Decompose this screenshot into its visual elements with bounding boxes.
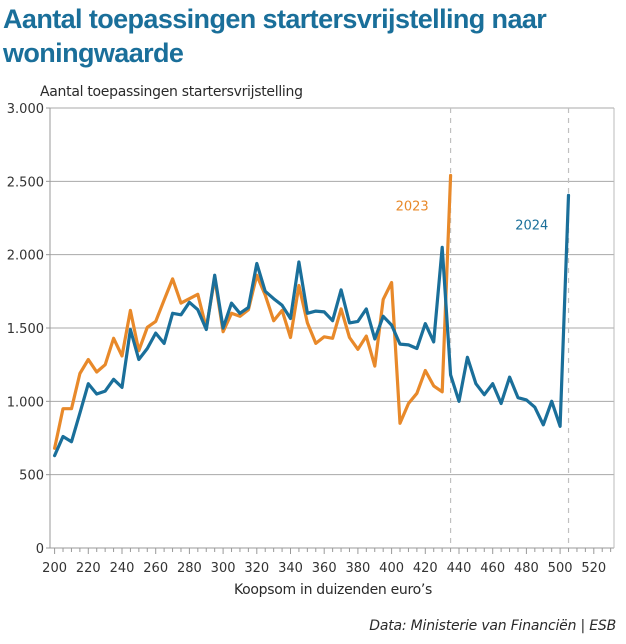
y-axis-label: Aantal toepassingen startersvrijstelling [40,84,303,100]
x-tick-label: 440 [447,561,472,576]
x-tick-label: 220 [76,561,101,576]
y-tick-label: 2.500 [7,175,44,190]
y-tick-label: 500 [19,469,44,484]
x-tick-label: 520 [581,561,606,576]
y-tick-label: 0 [36,542,44,557]
series-line-2024 [52,193,571,458]
y-tick-label: 2.000 [7,249,44,264]
x-tick-label: 480 [514,561,539,576]
x-tick-label: 460 [480,561,505,576]
x-tick-label: 420 [413,561,438,576]
chart-title: Aantal toepassingen startersvrijstelling… [3,4,547,68]
series-lines [52,173,571,458]
y-tick-label: 1.500 [7,322,44,337]
x-tick-label: 400 [379,561,404,576]
x-tick-label: 360 [312,561,337,576]
x-tick-label: 300 [211,561,236,576]
series-labels: 2023 2024 [396,200,549,234]
y-tick-label: 3.000 [7,102,44,117]
x-tick-label: 380 [345,561,370,576]
series-line-2023 [52,173,453,450]
y-axis-ticks: 0 500 1.000 1.500 2.000 2.500 3.000 [7,102,50,557]
source-note: Data: Ministerie van Financiën | ESB [369,618,616,634]
x-tick-label: 200 [42,561,67,576]
x-axis-label: Koopsom in duizenden euro’s [233,582,433,598]
series-label-2024: 2024 [515,219,548,234]
gridlines [50,107,614,476]
x-tick-label: 260 [143,561,168,576]
x-tick-label: 280 [177,561,202,576]
x-tick-label: 340 [278,561,303,576]
x-axis-ticks: 200 220 240 260 280 300 320 340 360 380 400 420 440 4… [42,548,612,576]
x-tick-label: 320 [244,561,269,576]
series-label-2023: 2023 [396,200,429,215]
x-tick-label: 500 [548,561,573,576]
x-tick-label: 240 [110,561,135,576]
y-tick-label: 1.000 [7,395,44,410]
